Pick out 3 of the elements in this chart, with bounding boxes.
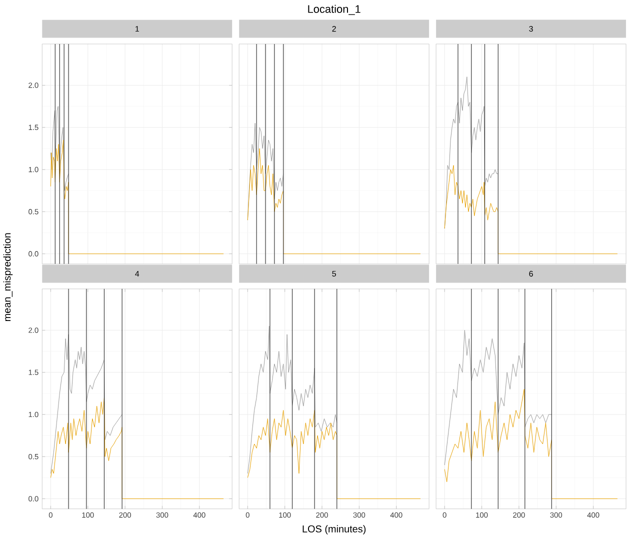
text: Location_1: [308, 4, 360, 16]
y-axis-title: mean_misprediction: [3, 233, 13, 322]
x-axis-title: LOS (minutes): [302, 525, 366, 534]
